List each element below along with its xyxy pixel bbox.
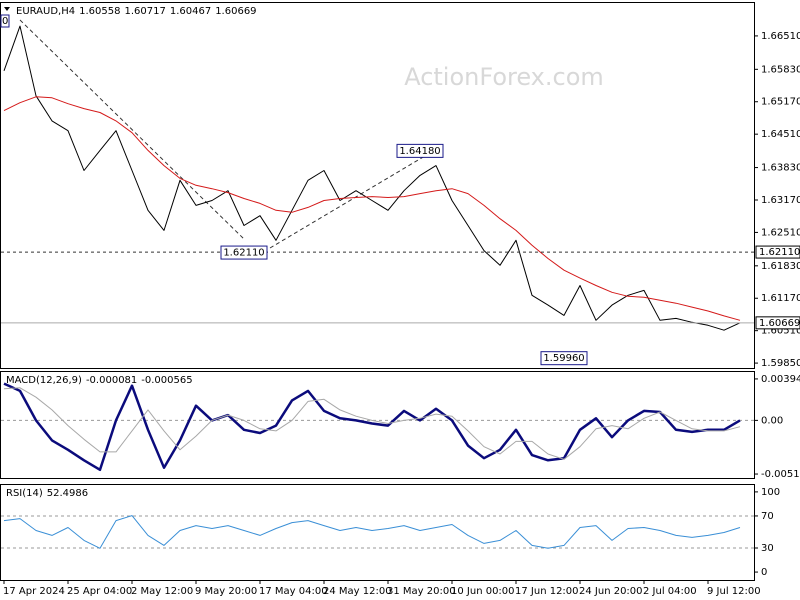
indicator-name: EURAUD,H4 bbox=[16, 6, 75, 17]
annotation-label: 1.64180 bbox=[399, 146, 440, 157]
x-tick-label: 25 Apr 04:00 bbox=[67, 586, 132, 597]
price-box-label: 1.60669 bbox=[759, 318, 800, 329]
label-box bbox=[0, 14, 10, 28]
y-tick-label: 1.65170 bbox=[761, 97, 800, 108]
y-tick-label: 0.003941 bbox=[761, 374, 800, 385]
price-box-label: 1.62110 bbox=[759, 247, 800, 258]
reading: -0.000565 bbox=[141, 375, 192, 386]
annotation-box bbox=[220, 245, 268, 260]
reading: 1.60717 bbox=[124, 6, 165, 17]
y-tick-label: 0 bbox=[761, 567, 767, 578]
price-panel bbox=[0, 2, 755, 369]
y-tick-label: 1.60510 bbox=[761, 326, 800, 337]
dropdown-arrow bbox=[4, 7, 10, 11]
series-line bbox=[3, 382, 741, 472]
indicator-name: MACD(12,26,9) bbox=[6, 375, 82, 386]
x-tick-label: 2 Jul 04:00 bbox=[643, 586, 697, 597]
panel-title: EURAUD,H4 1.60558 1.60717 1.60467 1.60669 bbox=[16, 6, 257, 17]
series-line bbox=[3, 515, 741, 549]
x-tick-label: 17 May 04:00 bbox=[259, 586, 328, 597]
y-tick-label: 1.62510 bbox=[761, 227, 800, 238]
indicator-name: RSI(14) bbox=[6, 488, 43, 499]
series-line bbox=[3, 96, 741, 321]
price-box bbox=[755, 245, 800, 259]
trend-line bbox=[269, 149, 436, 249]
reading: -0.000081 bbox=[86, 375, 137, 386]
y-tick-label: 1.59850 bbox=[761, 358, 800, 369]
x-tick-label: 10 Jun 00:00 bbox=[451, 586, 515, 597]
panel-title: RSI(14) 52.4986 bbox=[6, 488, 88, 499]
annotation-label: 1.59960 bbox=[543, 353, 584, 364]
y-tick-label: 1.65830 bbox=[761, 64, 800, 75]
x-tick-label: 24 Jun 20:00 bbox=[579, 586, 643, 597]
x-tick-label: 24 May 12:00 bbox=[323, 586, 392, 597]
x-tick-label: 2 May 12:00 bbox=[131, 586, 193, 597]
y-tick-label: 30 bbox=[761, 543, 774, 554]
x-tick-label: 17 Apr 2024 bbox=[3, 586, 65, 597]
annotation-box bbox=[540, 351, 588, 366]
x-tick-label: 9 Jul 12:00 bbox=[707, 586, 761, 597]
macd-panel bbox=[0, 371, 755, 479]
y-tick-label: 0.00 bbox=[761, 415, 783, 426]
annotation-label: 1.62110 bbox=[223, 248, 264, 259]
y-tick-label: 1.64510 bbox=[761, 129, 800, 140]
reading: 1.60558 bbox=[79, 6, 120, 17]
reading: 1.60467 bbox=[170, 6, 211, 17]
y-tick-label: 1.66510 bbox=[761, 31, 800, 42]
price-box bbox=[755, 316, 800, 330]
y-tick-label: 1.63170 bbox=[761, 195, 800, 206]
y-tick-label: 100 bbox=[761, 487, 780, 498]
y-tick-label: 1.61170 bbox=[761, 293, 800, 304]
trend-line bbox=[19, 19, 246, 241]
panel-title: MACD(12,26,9) -0.000081 -0.000565 bbox=[6, 375, 193, 386]
clipped-label: 0 bbox=[2, 16, 8, 27]
rsi-panel bbox=[0, 484, 755, 581]
y-tick-label: 1.63830 bbox=[761, 163, 800, 174]
x-tick-label: 17 Jun 12:00 bbox=[515, 586, 579, 597]
annotation-box bbox=[396, 143, 444, 158]
series-line bbox=[3, 25, 741, 331]
y-tick-label: -0.005103 bbox=[761, 469, 800, 480]
y-tick-label: 1.61830 bbox=[761, 261, 800, 272]
watermark: ActionForex.com bbox=[404, 63, 604, 91]
series-line bbox=[3, 387, 741, 460]
x-tick-label: 9 May 20:00 bbox=[195, 586, 257, 597]
x-tick-label: 31 May 20:00 bbox=[387, 586, 456, 597]
y-tick-label: 70 bbox=[761, 511, 774, 522]
reading: 1.60669 bbox=[215, 6, 256, 17]
reading: 52.4986 bbox=[47, 488, 88, 499]
